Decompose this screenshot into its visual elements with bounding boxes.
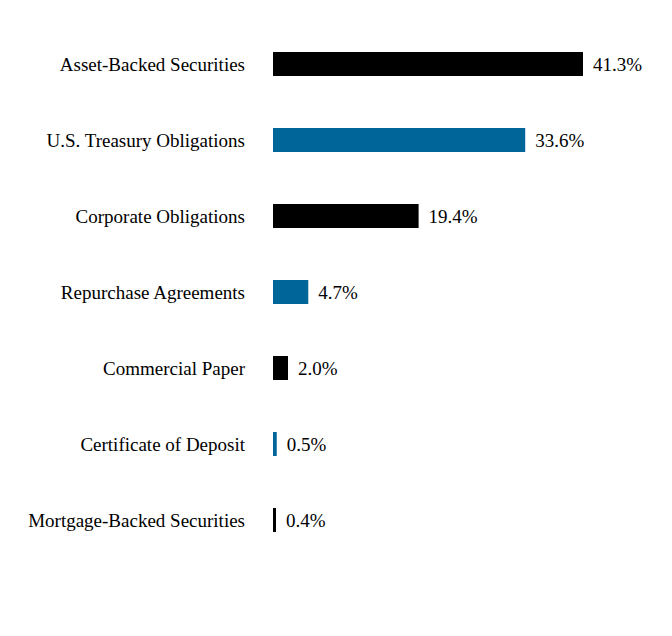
svg-text:4.7%: 4.7%	[318, 282, 358, 303]
svg-text:Commercial Paper: Commercial Paper	[103, 358, 246, 379]
svg-text:33.6%: 33.6%	[535, 130, 584, 151]
svg-text:Mortgage-Backed Securities: Mortgage-Backed Securities	[28, 510, 245, 531]
svg-text:Corporate Obligations: Corporate Obligations	[76, 206, 245, 227]
svg-text:2.0%: 2.0%	[298, 358, 338, 379]
svg-text:U.S. Treasury Obligations: U.S. Treasury Obligations	[47, 130, 245, 151]
svg-text:0.4%: 0.4%	[286, 510, 326, 531]
svg-text:Repurchase Agreements: Repurchase Agreements	[61, 282, 245, 303]
svg-text:Certificate of Deposit: Certificate of Deposit	[80, 434, 245, 455]
svg-text:Asset-Backed Securities: Asset-Backed Securities	[60, 54, 245, 75]
svg-text:41.3%: 41.3%	[593, 54, 642, 75]
svg-text:0.5%: 0.5%	[287, 434, 327, 455]
svg-text:19.4%: 19.4%	[429, 206, 478, 227]
